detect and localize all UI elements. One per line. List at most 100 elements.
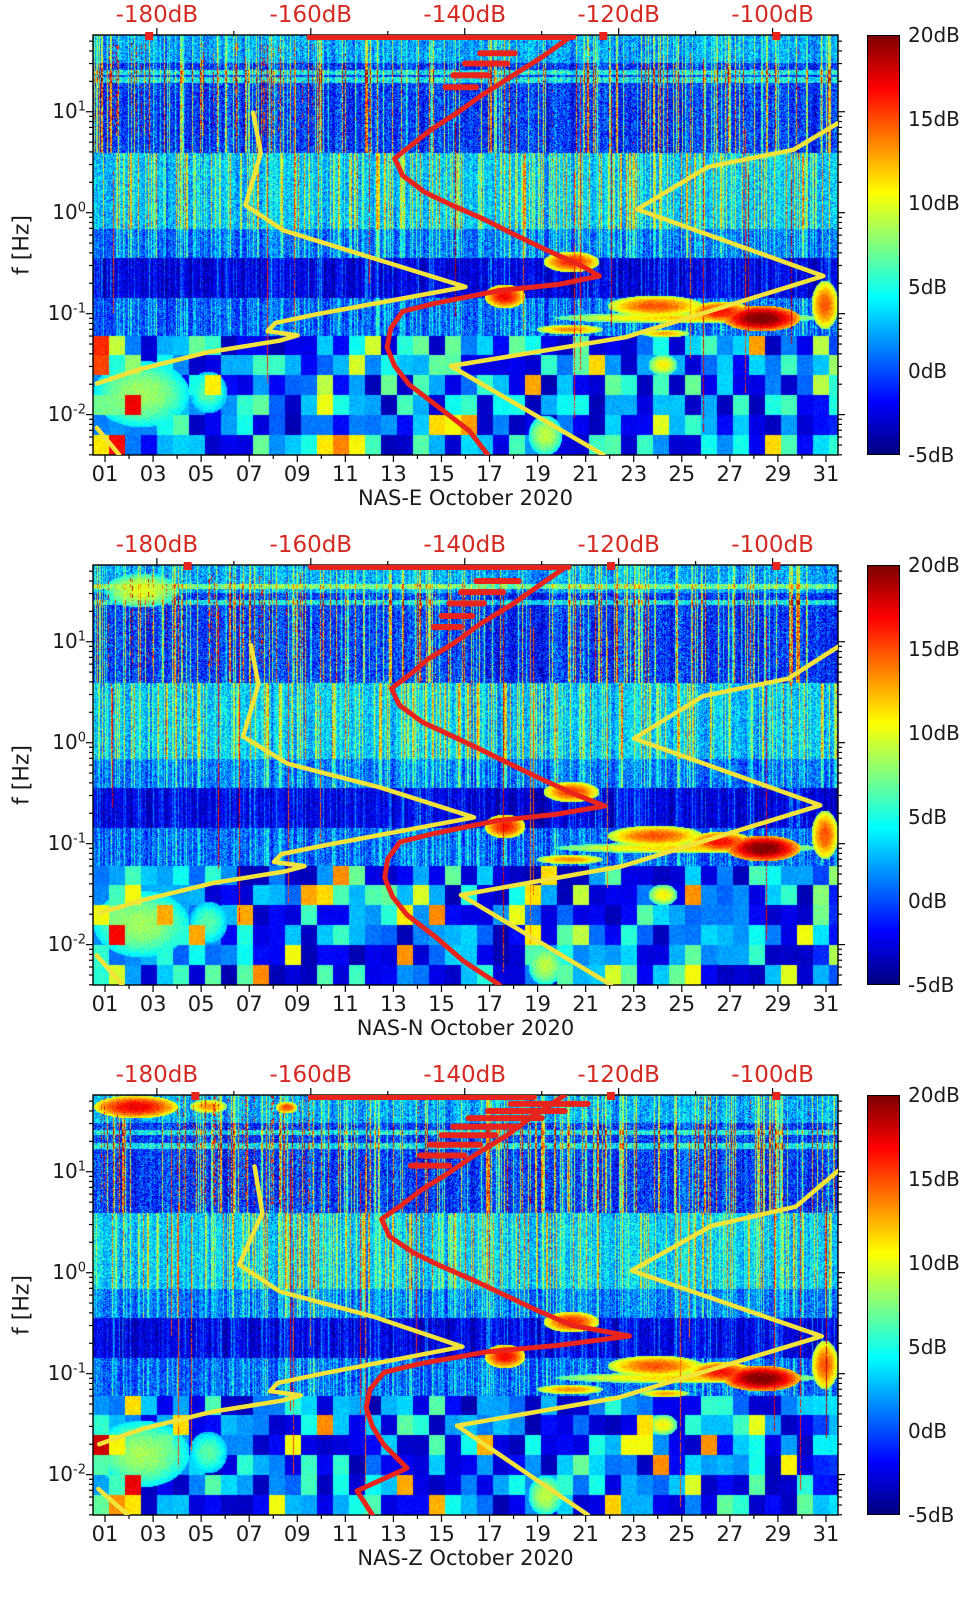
x-tick-day-label: 03 [139,462,167,486]
x-tick-day-label: 13 [380,1522,407,1546]
y-tick-label: 100 [52,199,86,224]
colorbar [867,35,900,455]
colorbar-tick-label: 5dB [908,1335,948,1359]
panel-nas-n: -180dB -160dB -140dB -120dB -100dB 101 100 10-1… [0,530,962,1060]
x-tick-day-label: 01 [91,992,119,1016]
x-tick-day-label: 03 [139,992,167,1016]
y-tick-label: 101 [52,628,86,653]
x-tick-day-label: 31 [812,1522,840,1546]
top-axis-db-label: -120dB [577,532,660,558]
y-tick-label: 100 [52,729,86,754]
colorbar-tick-label: -5dB [908,1503,955,1527]
x-tick-day-label: 09 [283,462,311,486]
top-axis-db-label: -100dB [731,2,814,28]
colorbar-tick-label: -5dB [908,443,955,467]
y-tick-exponent: -2 [73,931,86,947]
x-tick-day-label: 11 [331,1522,359,1546]
colorbar-tick-label: 10dB [908,191,960,215]
x-tick-day-label: 27 [716,992,744,1016]
x-tick-day-label: 01 [91,462,119,486]
x-tick-day-label: 17 [476,462,503,486]
x-tick-day-label: 15 [428,992,455,1016]
top-axis-db-label: -120dB [577,2,660,28]
top-axis-db-label: -140dB [423,1062,507,1088]
x-tick-day-label: 15 [428,462,455,486]
x-tick-day-label: 07 [235,1522,263,1546]
x-tick-day-label: 05 [187,992,215,1016]
x-tick-day-label: 17 [476,992,503,1016]
x-tick-day-label: 29 [764,462,792,486]
colorbar [867,1095,900,1515]
top-axis-db-label: -160dB [269,2,353,28]
colorbar-tick-label: 5dB [908,275,948,299]
x-tick-day-label: 07 [235,992,263,1016]
colorbar-tick-label: 5dB [908,805,948,829]
y-tick-label: 101 [52,1158,86,1183]
x-tick-day-label: 19 [524,992,551,1016]
top-axis-db-label: -140dB [423,2,507,28]
y-tick-label: 10-1 [47,300,86,325]
x-tick-day-label: 31 [812,992,840,1016]
spectrogram-canvas-nas-n [93,565,838,985]
top-axis-db-label: -100dB [731,532,814,558]
colorbar-tick-label: 15dB [908,1167,960,1191]
x-tick-day-label: 13 [380,992,407,1016]
x-tick-day-label: 19 [524,1522,551,1546]
y-tick-label: 10-1 [47,830,86,855]
colorbar-tick-label: 0dB [908,889,948,913]
x-tick-day-label: 09 [283,1522,311,1546]
y-tick-label: 101 [52,98,86,123]
top-axis-db-label: -100dB [731,1062,814,1088]
x-tick-day-label: 27 [716,462,744,486]
colorbar-tick-label: 10dB [908,1251,960,1275]
x-tick-day-label: 07 [235,462,263,486]
x-tick-day-label: 23 [620,462,648,486]
x-tick-day-label: 25 [668,462,696,486]
panel-nas-z: -180dB -160dB -140dB -120dB -100dB 101 100 10-1… [0,1060,962,1590]
x-tick-day-label: 29 [764,992,792,1016]
top-axis-db-label: -180dB [115,2,199,28]
top-axis-db-label: -120dB [577,1062,660,1088]
y-tick-exponent: -1 [73,300,86,316]
colorbar-tick-label: 15dB [908,637,960,661]
x-tick-day-label: 21 [572,992,600,1016]
top-axis-db-label: -140dB [423,532,507,558]
plot-title: NAS-N October 2020 [356,1016,575,1040]
y-axis-title: f [Hz] [9,1275,35,1335]
x-tick-day-label: 11 [331,992,359,1016]
colorbar-tick-label: 15dB [908,107,960,131]
colorbar-tick-label: 10dB [908,721,960,745]
top-axis-db-label: -180dB [115,532,199,558]
y-tick-label: 10-1 [47,1360,86,1385]
y-tick-exponent: 0 [77,200,86,216]
x-tick-day-label: 21 [572,462,600,486]
colorbar-tick-label: 20dB [908,1083,960,1107]
spectrogram-canvas-nas-z [93,1095,838,1515]
x-tick-day-label: 23 [620,992,648,1016]
y-tick-exponent: -2 [73,1461,86,1477]
x-tick-day-label: 25 [668,992,696,1016]
x-tick-day-label: 19 [524,462,551,486]
y-tick-label: 10-2 [47,1461,86,1486]
top-axis-db-label: -160dB [269,1062,353,1088]
x-tick-day-label: 17 [476,1522,503,1546]
top-axis-db-label: -160dB [269,532,353,558]
spectrogram-canvas-nas-e [93,35,838,455]
y-tick-exponent: 1 [77,629,86,645]
y-tick-exponent: 0 [77,1260,86,1276]
plot-title: NAS-Z October 2020 [357,1546,574,1570]
y-tick-label: 10-2 [47,401,86,426]
colorbar-tick-label: 0dB [908,1419,948,1443]
y-tick-label: 100 [52,1259,86,1284]
y-axis-title: f [Hz] [9,215,35,275]
colorbar [867,565,900,985]
x-tick-day-label: 23 [620,1522,648,1546]
colorbar-tick-label: -5dB [908,973,955,997]
x-tick-day-label: 05 [187,1522,215,1546]
top-axis-db-label: -180dB [115,1062,199,1088]
x-tick-day-label: 03 [139,1522,167,1546]
x-tick-day-label: 05 [187,462,215,486]
y-tick-exponent: -1 [73,830,86,846]
x-tick-day-label: 25 [668,1522,696,1546]
